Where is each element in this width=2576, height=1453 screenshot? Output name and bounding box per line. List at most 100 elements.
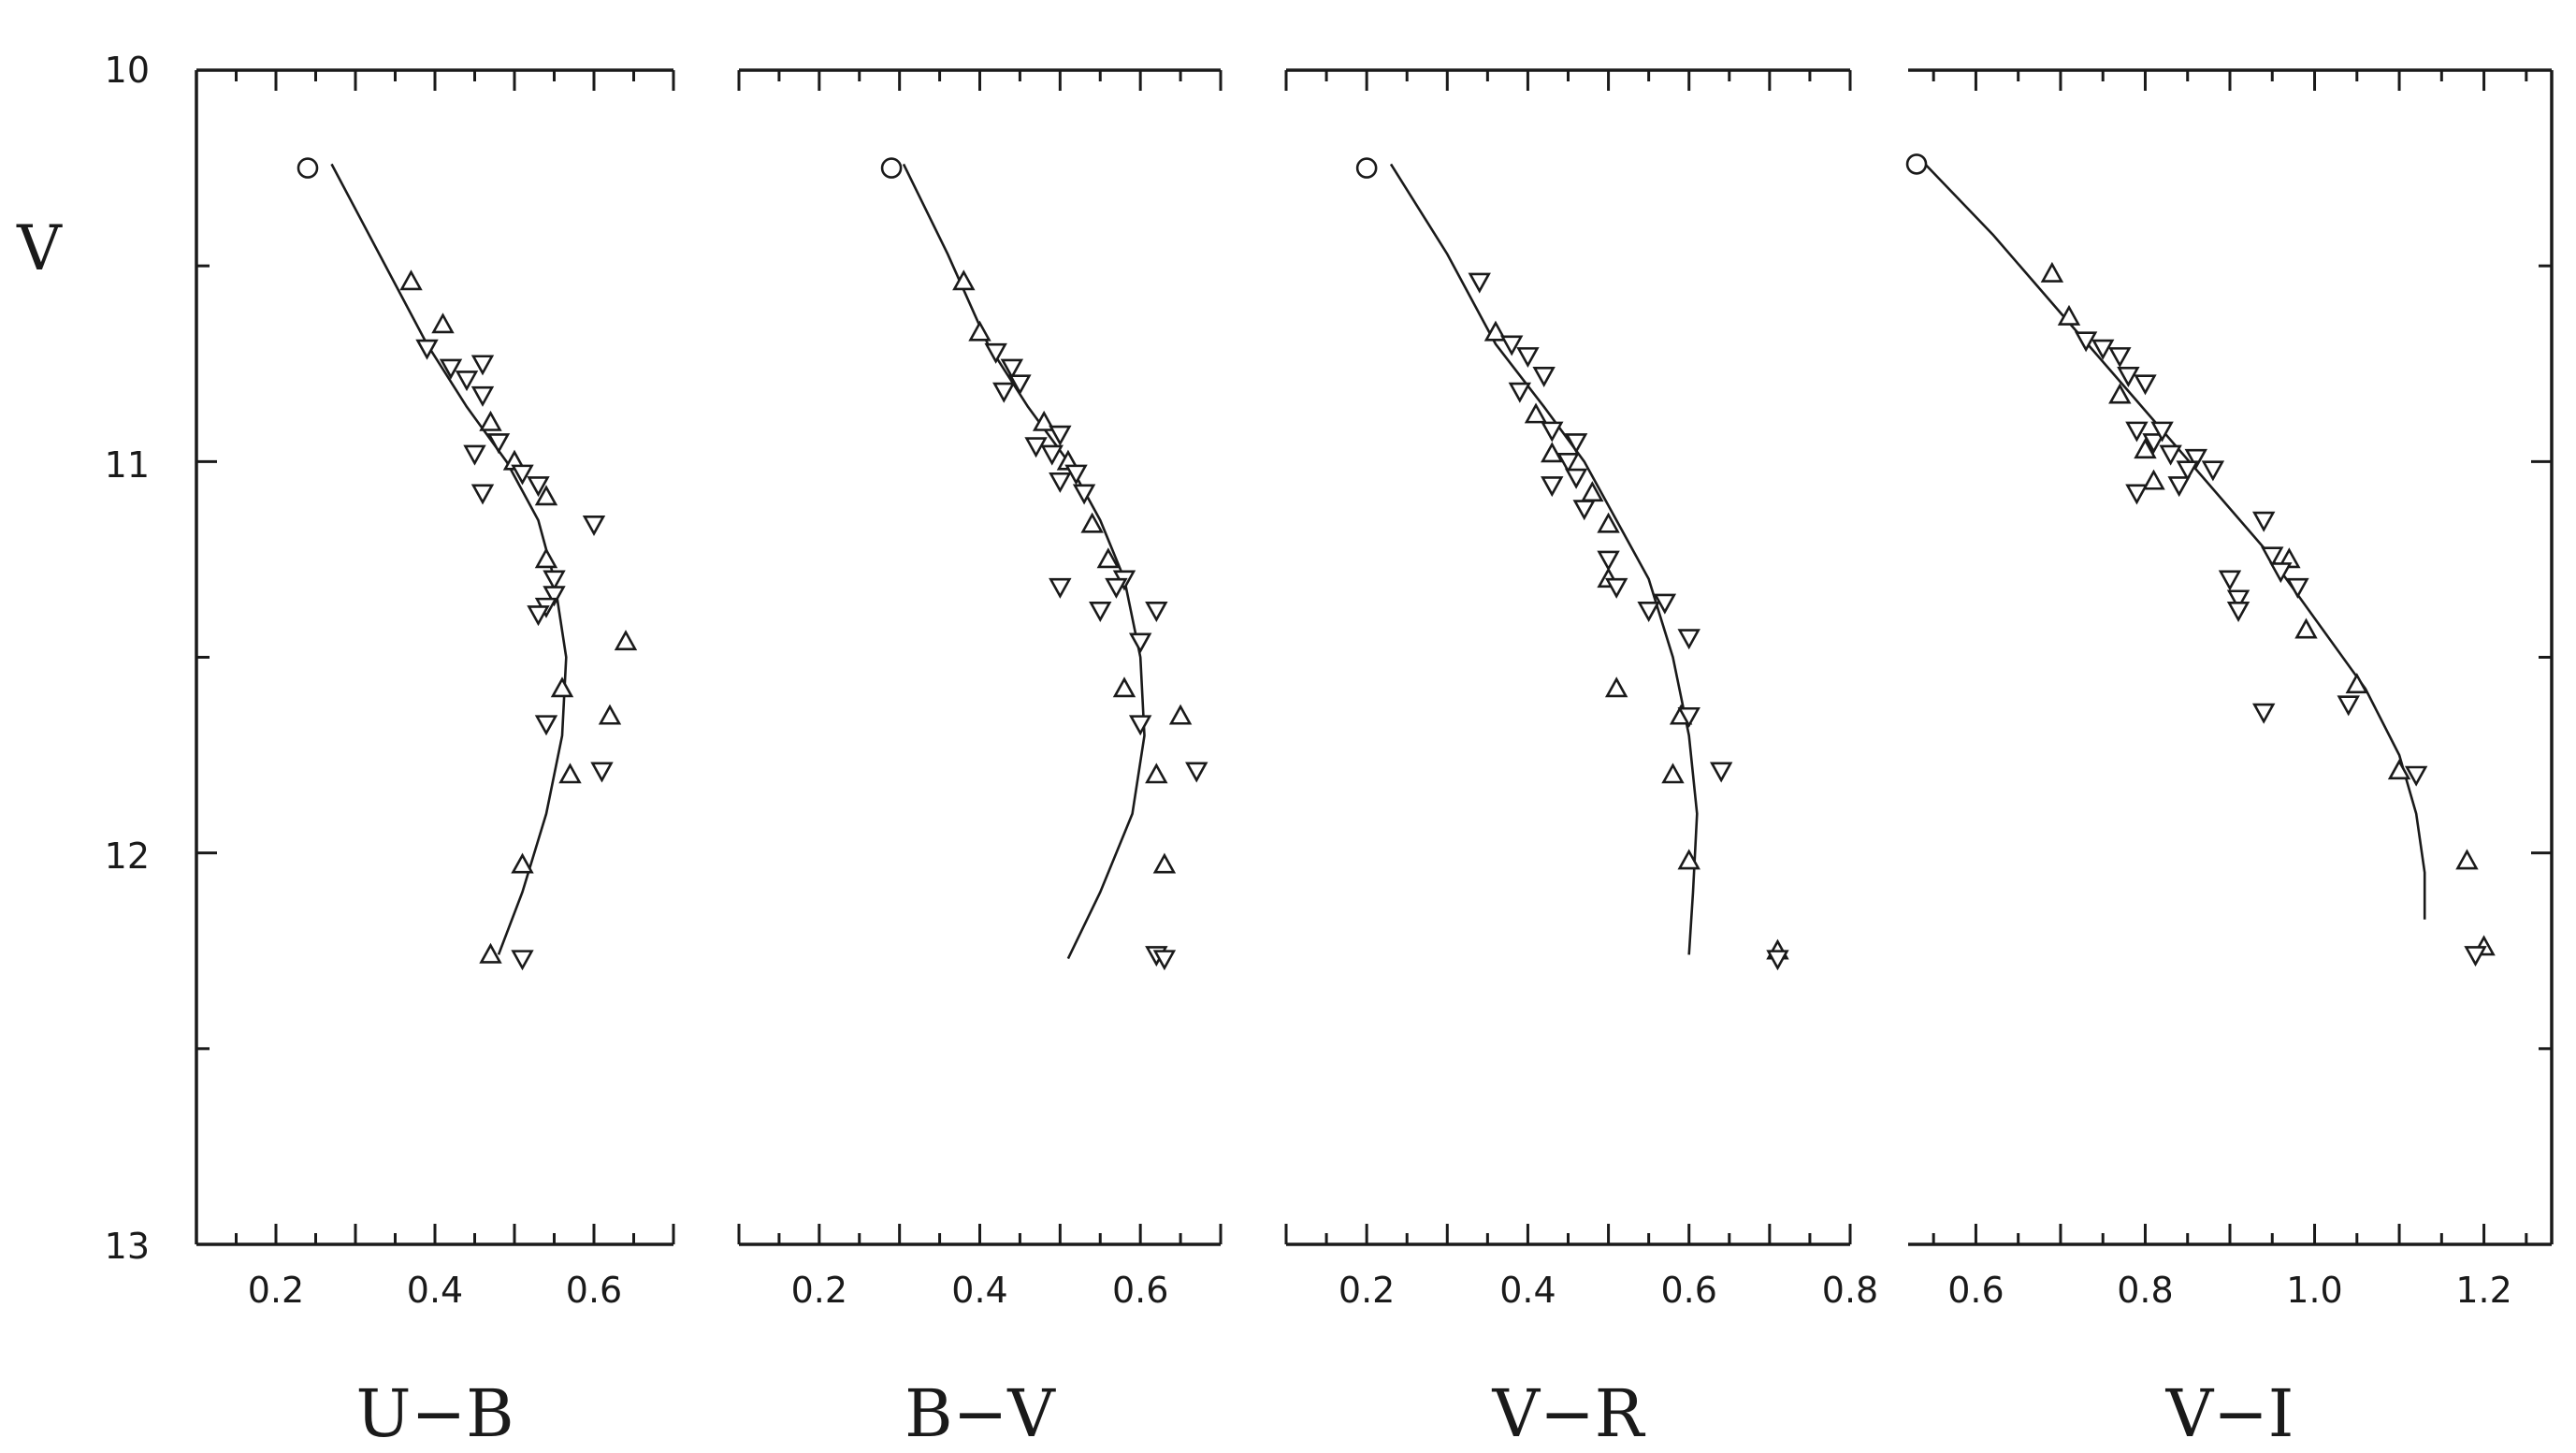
fit-curve-v-i — [1924, 163, 2426, 920]
data-point-triangle-down — [2184, 448, 2207, 470]
data-point-triangle-up — [2455, 849, 2479, 870]
data-point-triangle-down — [1049, 425, 1072, 446]
data-point-triangle-down — [1024, 437, 1048, 458]
data-point-triangle-down — [984, 342, 1007, 364]
data-point-triangle-down — [2125, 421, 2149, 443]
data-point-triangle-down — [1556, 453, 1580, 474]
data-point-triangle-down — [470, 385, 495, 407]
panels: 0.2 0.4 0.6U−B0.2 0.4 0.6B−V0.2 0.4 0.6 0.8V−R0… — [195, 68, 2554, 1452]
data-point-triangle-down — [2226, 601, 2250, 622]
data-point-triangle-down — [1541, 476, 1564, 498]
y-tick-label-10: 10 — [105, 50, 150, 91]
data-point-triangle-up — [558, 763, 582, 784]
y-tick-label-11: 11 — [105, 444, 150, 486]
data-point-triangle-down — [1572, 500, 1596, 521]
data-point-triangle-down — [1089, 601, 1112, 622]
data-point-triangle-down — [1049, 577, 1072, 599]
data-point-triangle-down — [1000, 358, 1024, 380]
x-axis-title-v-i: V−I — [2165, 1375, 2294, 1452]
data-point-triangle-down — [1508, 382, 1532, 403]
data-point-triangle-down — [1064, 464, 1088, 486]
data-point-triangle-up — [1080, 512, 1104, 533]
panel-b-v: 0.2 0.4 0.6 B−V — [737, 68, 1223, 1452]
data-point-triangle-down — [1040, 444, 1064, 466]
data-point-triangle-up — [1168, 704, 1193, 725]
data-point-circle — [880, 157, 903, 179]
y-tick-label-12: 12 — [105, 835, 150, 877]
data-point-triangle-up — [1112, 676, 1136, 698]
data-point-circle — [1905, 153, 1928, 175]
data-point-triangle-down — [2218, 570, 2242, 591]
panel-v-i: 0.6 0.8 1.0 1.2 V−I — [1905, 68, 2554, 1452]
data-point-triangle-down — [463, 444, 486, 466]
data-point-triangle-down — [1637, 601, 1660, 622]
data-point-triangle-down — [2269, 562, 2293, 584]
data-point-triangle-down — [415, 339, 439, 360]
data-point-triangle-up — [1032, 410, 1056, 431]
data-point-triangle-up — [2387, 759, 2411, 780]
data-point-triangle-down — [2404, 765, 2428, 787]
data-point-triangle-up — [1597, 512, 1620, 533]
data-point-triangle-down — [1564, 433, 1588, 455]
panel-u-b: 0.2 0.4 0.6 U−B — [195, 68, 675, 1452]
data-point-triangle-down — [1532, 366, 1556, 387]
data-point-triangle-up — [550, 676, 574, 698]
data-point-triangle-down — [2134, 374, 2157, 396]
x-tick-label-0-2: 0.2 — [1339, 1270, 1395, 1311]
data-point-triangle-down — [439, 358, 463, 380]
data-point-triangle-up — [1541, 442, 1564, 463]
data-point-triangle-up — [534, 485, 558, 506]
data-point-triangle-down — [1152, 950, 1177, 971]
data-point-triangle-up — [511, 852, 534, 874]
data-point-triangle-up — [2057, 304, 2081, 326]
data-point-triangle-up — [968, 320, 991, 341]
data-point-triangle-down — [1049, 472, 1072, 493]
data-point-triangle-down — [992, 382, 1016, 403]
data-point-triangle-up — [614, 630, 638, 651]
data-point-triangle-down — [486, 433, 511, 455]
data-point-triangle-down — [1072, 484, 1096, 505]
y-axis-title: V — [16, 212, 63, 284]
data-point-triangle-down — [2150, 421, 2174, 443]
data-point-triangle-down — [1128, 632, 1152, 654]
fit-curve-v-r — [1389, 163, 1699, 955]
data-point-triangle-down — [511, 464, 534, 486]
x-axis-title-b-v: B−V — [904, 1375, 1056, 1452]
data-point-triangle-up — [399, 269, 423, 291]
data-point-triangle-down — [1677, 706, 1700, 728]
data-point-triangle-down — [2117, 366, 2140, 387]
x-tick-label-0-4: 0.4 — [1499, 1270, 1556, 1311]
data-point-triangle-down — [527, 605, 550, 627]
data-point-triangle-down — [2261, 546, 2284, 568]
data-point-triangle-down — [1653, 593, 1677, 615]
x-axis-title-u-b: U−B — [355, 1375, 514, 1452]
data-point-triangle-up — [1145, 763, 1168, 784]
data-point-triangle-up — [2142, 469, 2165, 490]
data-point-triangle-down — [470, 484, 495, 505]
data-point-triangle-down — [1604, 577, 1628, 599]
data-point-triangle-down — [1564, 468, 1588, 489]
data-point-triangle-down — [543, 570, 566, 591]
data-point-triangle-down — [2252, 703, 2276, 724]
data-point-triangle-down — [470, 355, 495, 376]
data-point-triangle-down — [527, 476, 550, 498]
x-tick-label-0-2: 0.2 — [248, 1270, 304, 1311]
data-point-triangle-down — [1145, 601, 1168, 622]
data-point-triangle-up — [479, 942, 502, 964]
data-point-triangle-down — [582, 515, 606, 536]
x-tick-label-0-8: 0.8 — [2117, 1270, 2173, 1311]
data-point-triangle-up — [2294, 618, 2318, 639]
fit-curve-u-b — [330, 163, 568, 955]
data-point-triangle-up — [2134, 438, 2157, 459]
data-point-triangle-down — [2176, 460, 2199, 482]
x-tick-label-0-6: 0.6 — [1947, 1270, 2004, 1311]
y-axis-labels: V 10 11 12 13 — [16, 50, 150, 1267]
data-point-triangle-up — [479, 410, 502, 431]
data-point-triangle-down — [1677, 629, 1700, 650]
data-point-triangle-down — [2167, 476, 2191, 498]
data-point-triangle-up — [2108, 383, 2132, 404]
data-point-triangle-up — [1483, 320, 1508, 341]
x-tick-label-0-4: 0.4 — [407, 1270, 463, 1311]
data-point-triangle-down — [1008, 374, 1032, 396]
